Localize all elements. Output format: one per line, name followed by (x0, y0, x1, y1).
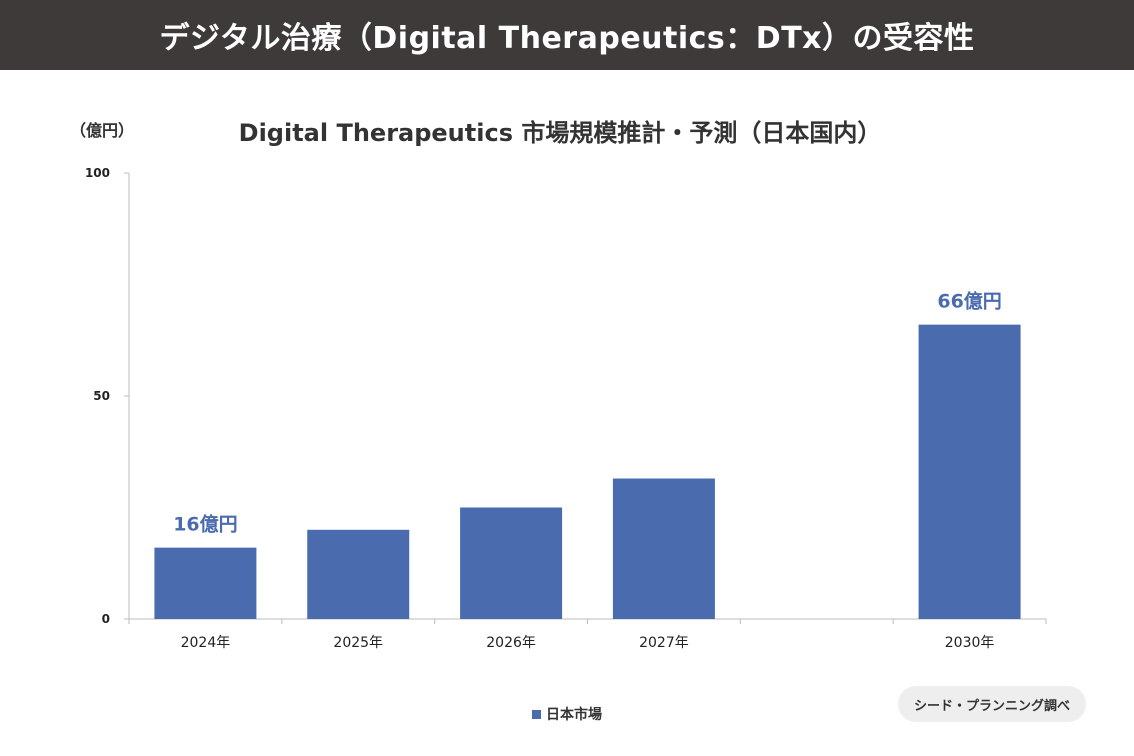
legend-swatch (532, 709, 541, 719)
legend-label: 日本市場 (546, 707, 602, 723)
y-axis-unit-label: （億円） (70, 121, 135, 140)
source-badge: シード・プランニング調べ (897, 686, 1086, 722)
x-tick-label: 2026年 (486, 635, 536, 651)
x-tick-label: 2024年 (181, 635, 231, 651)
y-tick-label: 50 (93, 389, 110, 403)
bar (918, 324, 1021, 619)
x-tick-label: 2030年 (945, 635, 995, 651)
chart-title: Digital Therapeutics 市場規模推計・予測（日本国内） (238, 119, 882, 147)
bar (612, 478, 715, 619)
x-tick-label: 2025年 (333, 635, 383, 651)
bar (460, 507, 563, 619)
bar (307, 529, 410, 619)
y-tick-label: 0 (102, 612, 110, 626)
data-label: 66億円 (937, 290, 1001, 313)
legend: 日本市場 (0, 704, 1134, 724)
data-label: 16億円 (173, 513, 237, 536)
page-title: デジタル治療（Digital Therapeutics：DTx）の受容性 (159, 21, 975, 56)
bar (154, 547, 257, 619)
x-tick-label: 2027年 (639, 635, 689, 651)
page-title-banner: デジタル治療（Digital Therapeutics：DTx）の受容性 (0, 0, 1134, 70)
y-tick-label: 100 (85, 166, 110, 180)
source-label: シード・プランニング調べ (913, 698, 1070, 714)
